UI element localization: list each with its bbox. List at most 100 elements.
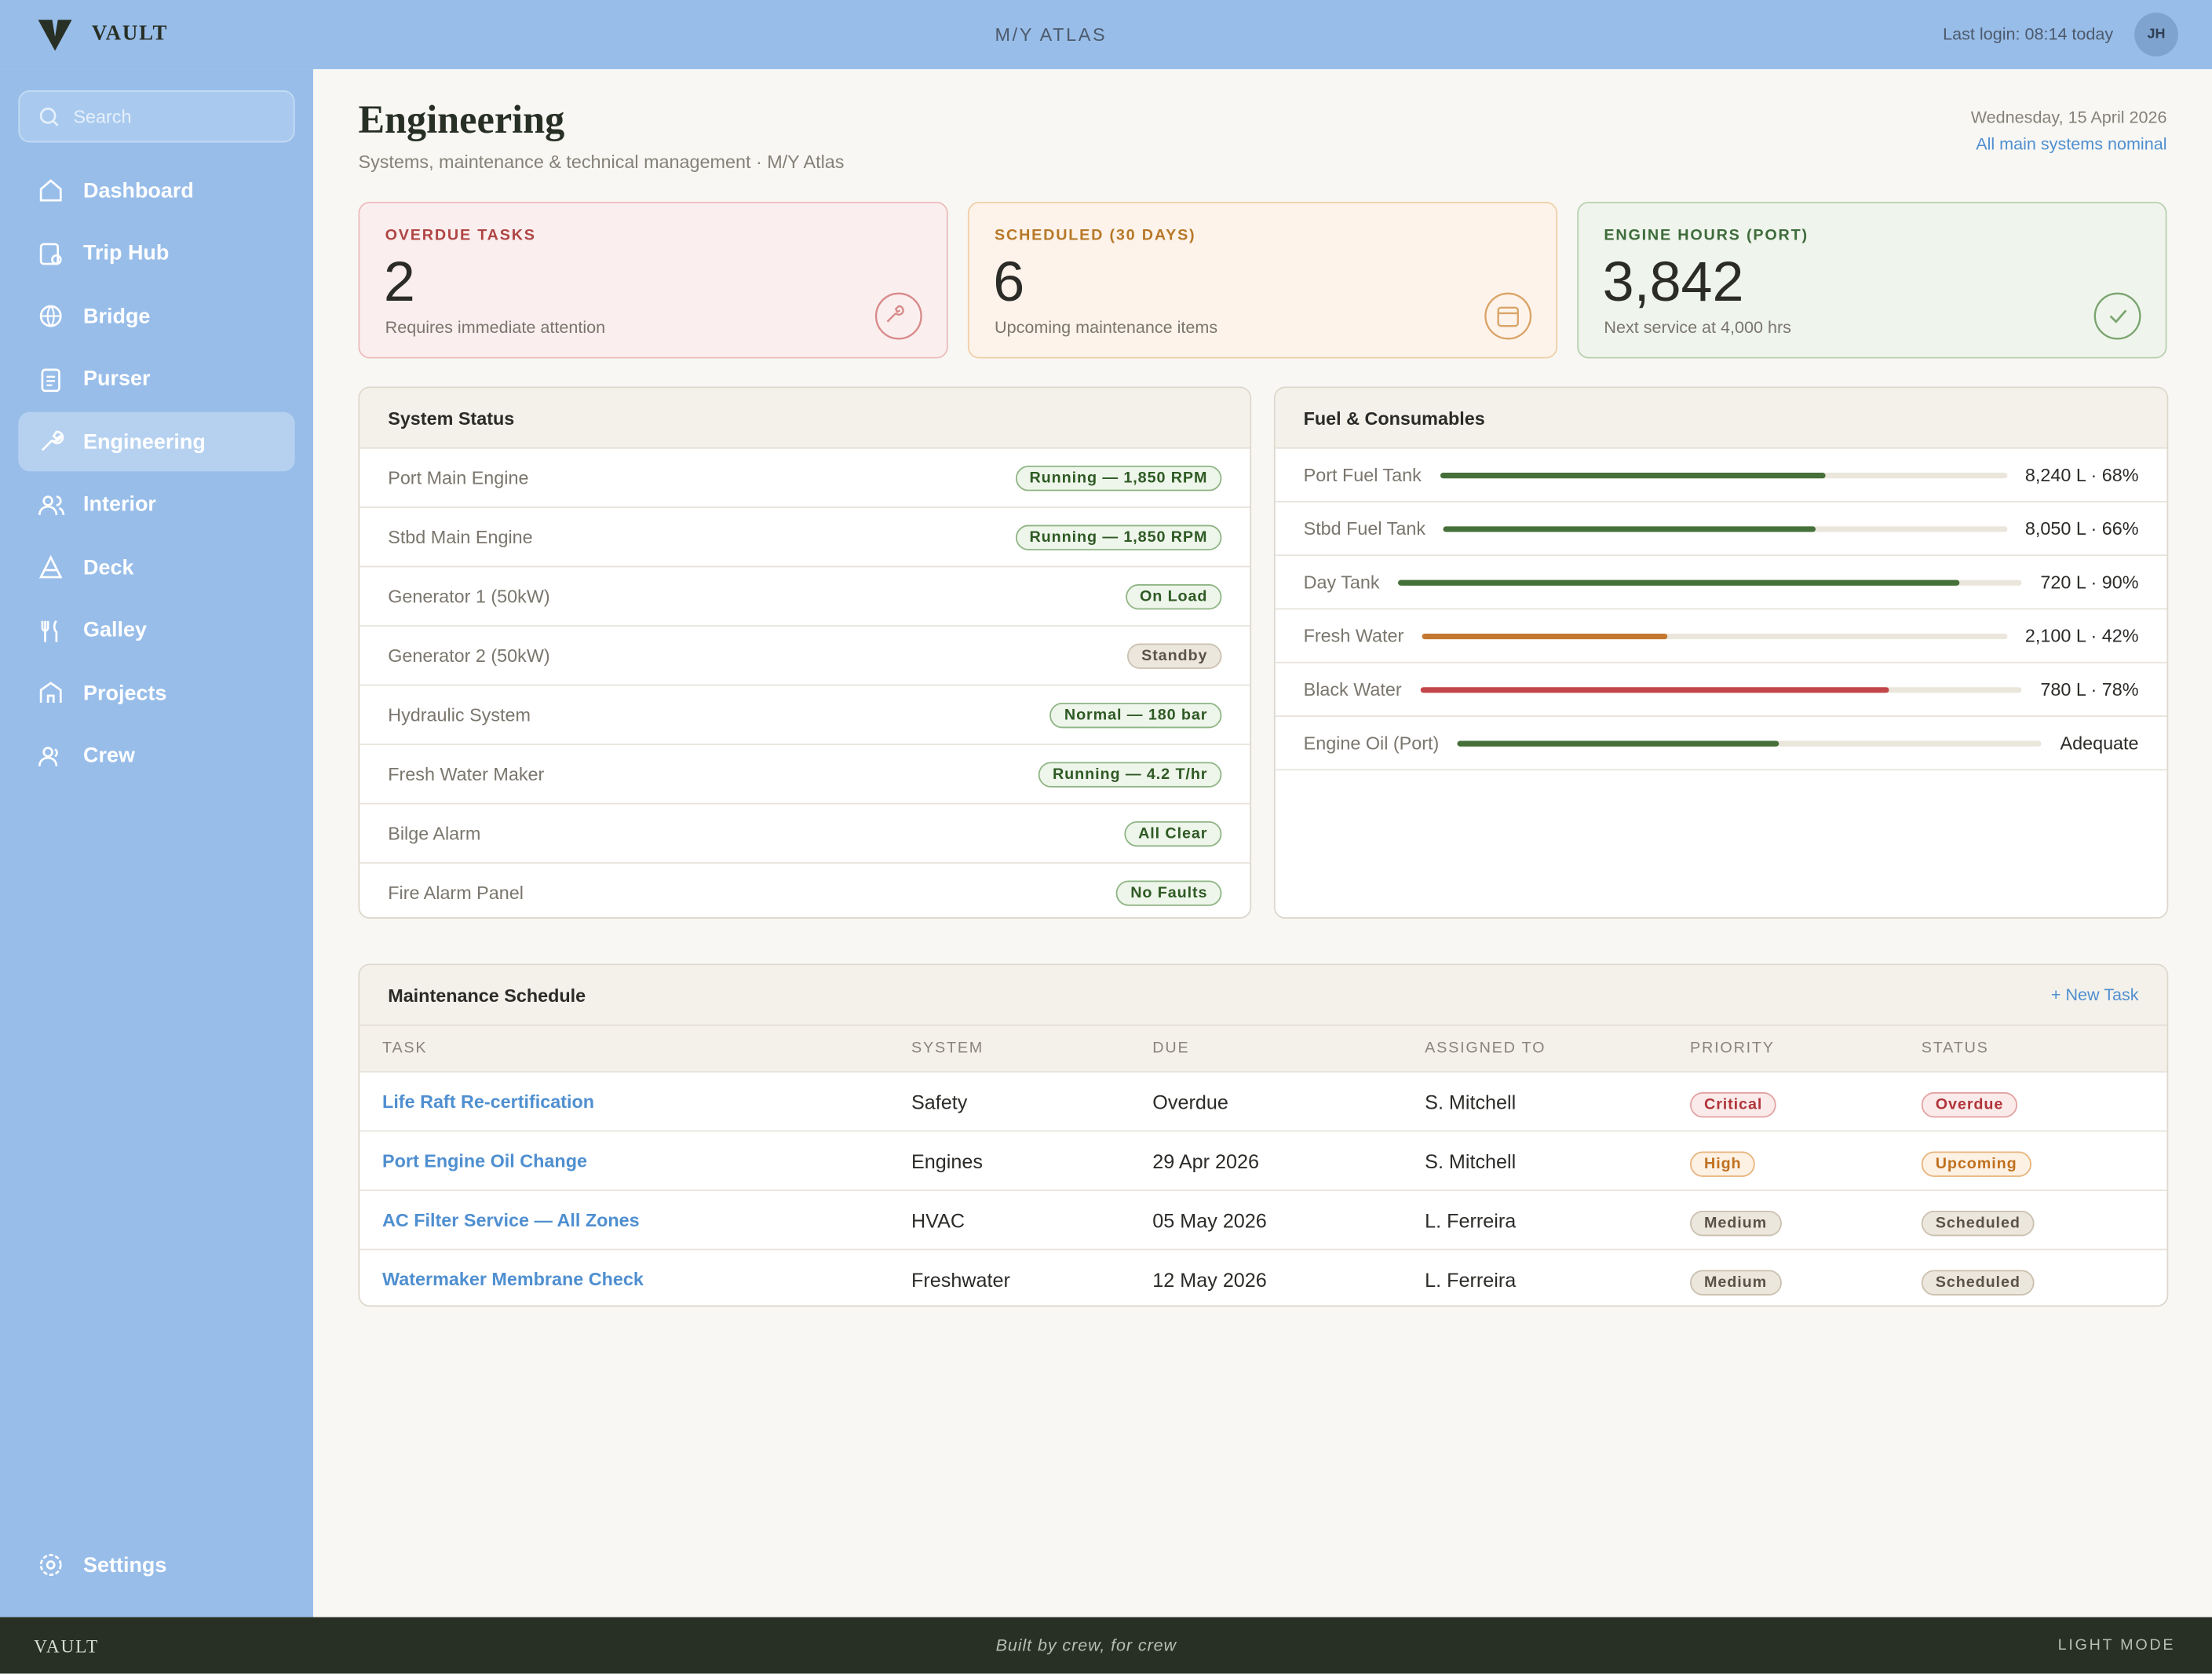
nav-item[interactable]: Bridge [18,287,294,345]
task-link[interactable]: AC Filter Service — All Zones [382,1209,640,1231]
kpi-label: ENGINE HOURS (PORT) [1604,227,1809,244]
nav-item[interactable]: Crew [18,726,294,785]
icon [41,430,64,451]
status-row: Generator 2 (50kW) Standby [360,627,1250,686]
fuel-row: Day Tank 720 L · 90% [1275,556,2167,610]
new-task-button[interactable]: + New Task [2050,985,2139,1005]
task-link[interactable]: Life Raft Re-certification [382,1091,595,1113]
priority-pill: High [1690,1150,1756,1176]
column-header: STATUS [1921,1040,1989,1058]
level-bar [1397,579,1960,585]
nav-label: Dashboard [83,178,194,203]
vessel-name: M/Y ATLAS [995,24,1108,46]
icon [39,179,62,202]
kpi-label: OVERDUE TASKS [385,227,536,244]
panel-title: Maintenance Schedule [388,984,586,1006]
column-header: PRIORITY [1690,1040,1775,1058]
nav-item[interactable]: Engineering [18,411,295,472]
date: Wednesday, 15 April 2026 [1970,107,2167,127]
footer: VAULT Built by crew, for crew LIGHT MODE [0,1617,2212,1674]
settings-link[interactable]: Settings [18,1535,294,1594]
pill-cell: Overdue [1921,1090,2167,1117]
pill-cell: Critical [1690,1090,1922,1117]
task-cell: Overdue [1152,1090,1228,1113]
icon [39,682,62,704]
task-cell: 29 Apr 2026 [1152,1149,1260,1172]
task-cell: S. Mitchell [1425,1149,1517,1172]
system-name: Port Main Engine [388,466,529,488]
nav-item[interactable]: Projects [18,663,294,722]
mode-toggle[interactable]: LIGHT MODE [2057,1636,2176,1654]
status-pill: Normal — 180 bar [1049,702,1222,728]
nav-item[interactable]: Deck [18,538,294,597]
system-name: Generator 1 (50kW) [388,585,550,607]
priority-pill: Critical [1690,1091,1777,1117]
system-status-panel: System Status Port Main Engine Running — 1… [358,386,1252,919]
status-row: Stbd Main Engine Running — 1,850 RPM [360,508,1250,568]
system-name: Stbd Main Engine [388,526,533,548]
status-pill: No Faults [1116,879,1222,905]
nav-label: Deck [83,555,134,579]
level-bar [1457,740,1779,746]
level-track [1444,525,2007,532]
kpi-value: 3,842 [1602,250,1744,313]
column-header: TASK [382,1040,428,1058]
icon [2093,292,2141,340]
fuel-row: Black Water 780 L · 78% [1275,663,2167,717]
level-track [1422,633,2007,639]
task-link[interactable]: Port Engine Oil Change [382,1150,587,1171]
fuel-row: Port Fuel Tank 8,240 L · 68% [1275,449,2167,503]
level-track [1420,686,2023,693]
icon [41,367,60,392]
level-bar [1444,525,1816,532]
nav-item[interactable]: Trip Hub [18,224,294,283]
panel-title: System Status [388,407,515,429]
task-cell: 05 May 2026 [1152,1208,1267,1232]
fuel-row: Stbd Fuel Tank 8,050 L · 66% [1275,503,2167,557]
status-pill: Running — 4.2 T/hr [1038,761,1222,787]
kpi-note: Requires immediate attention [385,317,606,338]
search-placeholder: Search [73,105,132,127]
column-header: ASSIGNED TO [1425,1040,1546,1058]
search-icon [39,108,59,126]
task-cell: Safety [911,1090,968,1113]
task-link[interactable]: Watermaker Membrane Check [382,1268,644,1290]
nav-item[interactable]: Purser [18,349,294,408]
column-header: DUE [1152,1040,1190,1058]
nav-item[interactable]: Dashboard [18,161,294,220]
nav-label: Projects [83,681,167,705]
status-pill: Scheduled [1921,1269,2035,1295]
logo[interactable]: VAULT [91,22,169,46]
system-name: Hydraulic System [388,704,531,726]
settings-icon [39,1554,62,1577]
status-pill: Running — 1,850 RPM [1015,524,1222,550]
status-pill: All Clear [1124,821,1222,846]
tagline: Built by crew, for crew [995,1635,1177,1656]
kpi-note: Next service at 4,000 hrs [1604,317,1791,338]
tank-reading: Adequate [2060,732,2139,754]
nav-item[interactable]: Galley [18,601,294,660]
status-pill: Overdue [1921,1091,2018,1117]
status-row: Bilge Alarm All Clear [360,804,1250,864]
pill-cell: Medium [1690,1268,1922,1295]
system-name: Fire Alarm Panel [388,882,524,904]
kpi-card: ENGINE HOURS (PORT) 3,842 Next service at … [1577,201,2167,359]
avatar[interactable]: JH [2134,13,2178,57]
status-row: Hydraulic System Normal — 180 bar [360,685,1250,745]
nav-item[interactable]: Interior [18,475,294,534]
pill-cell: Medium [1690,1208,1922,1236]
task-cell: L. Ferreira [1425,1267,1517,1291]
task-cell: Engines [911,1149,983,1172]
nav-label: Crew [83,744,135,768]
search-box[interactable]: Search [18,90,295,143]
icon [41,619,58,641]
settings-label: Settings [83,1552,167,1577]
kpi-card: OVERDUE TASKS 2 Requires immediate attenti… [358,201,948,359]
task-cell: Freshwater [911,1267,1010,1291]
tank-reading: 8,050 L · 66% [2024,517,2139,539]
kpi-card: SCHEDULED (30 DAYS) 6 Upcoming maintenance… [967,201,1558,359]
level-track [1440,472,2007,478]
task-cell: HVAC [911,1208,965,1232]
sidebar: Search Dashboard Trip Hub Bridge Purser Engi… [0,69,313,1617]
